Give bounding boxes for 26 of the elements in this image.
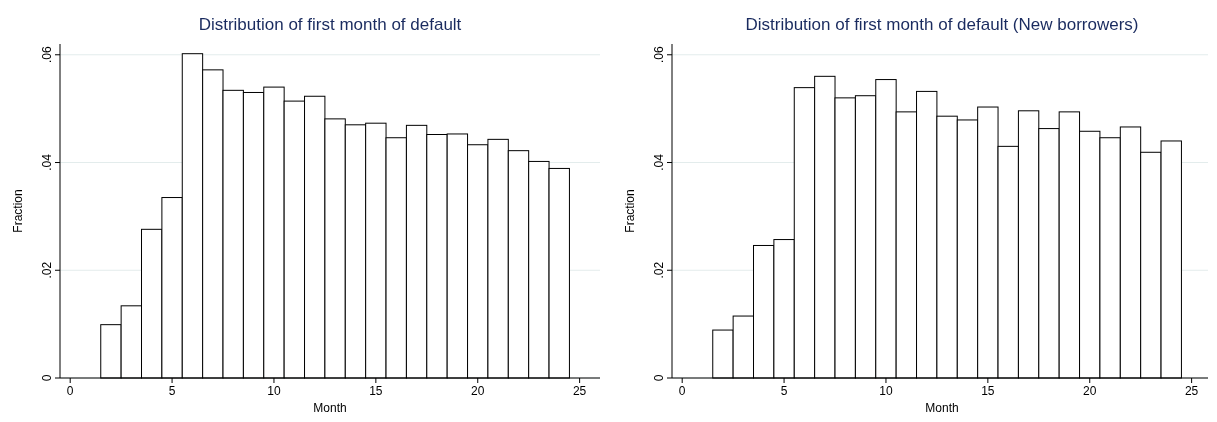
x-tick-label: 5 — [780, 384, 788, 398]
x-tick-label: 25 — [1184, 384, 1199, 398]
x-tick-label: 10 — [267, 384, 281, 398]
x-tick-label: 15 — [369, 384, 383, 398]
y-tick-label: .06 — [652, 46, 666, 64]
y-tick-label: .02 — [40, 261, 54, 279]
x-tick-label: 0 — [678, 384, 686, 398]
x-tick-label: 20 — [1083, 384, 1097, 398]
y-tick-label: .06 — [40, 46, 54, 64]
y-tick-label: .04 — [40, 153, 54, 171]
x-tick-label: 20 — [471, 384, 485, 398]
y-axis-title: Fraction — [11, 189, 25, 233]
x-tick-label: 5 — [168, 384, 176, 398]
y-tick-label: .04 — [652, 153, 666, 171]
y-axis-title: Fraction — [623, 189, 637, 233]
x-axis-title: Month — [313, 401, 347, 415]
chart-title: Distribution of first month of default (New borrowers) — [745, 15, 1139, 34]
x-tick-label: 10 — [879, 384, 893, 398]
x-tick-label: 15 — [981, 384, 995, 398]
x-tick-label: 25 — [572, 384, 587, 398]
y-tick-label: 0 — [652, 374, 666, 382]
chart-title: Distribution of first month of default — [198, 15, 462, 34]
y-tick-label: 0 — [40, 374, 54, 382]
x-axis-title: Month — [925, 401, 959, 415]
x-tick-label: 0 — [66, 384, 74, 398]
y-tick-label: .02 — [652, 261, 666, 279]
